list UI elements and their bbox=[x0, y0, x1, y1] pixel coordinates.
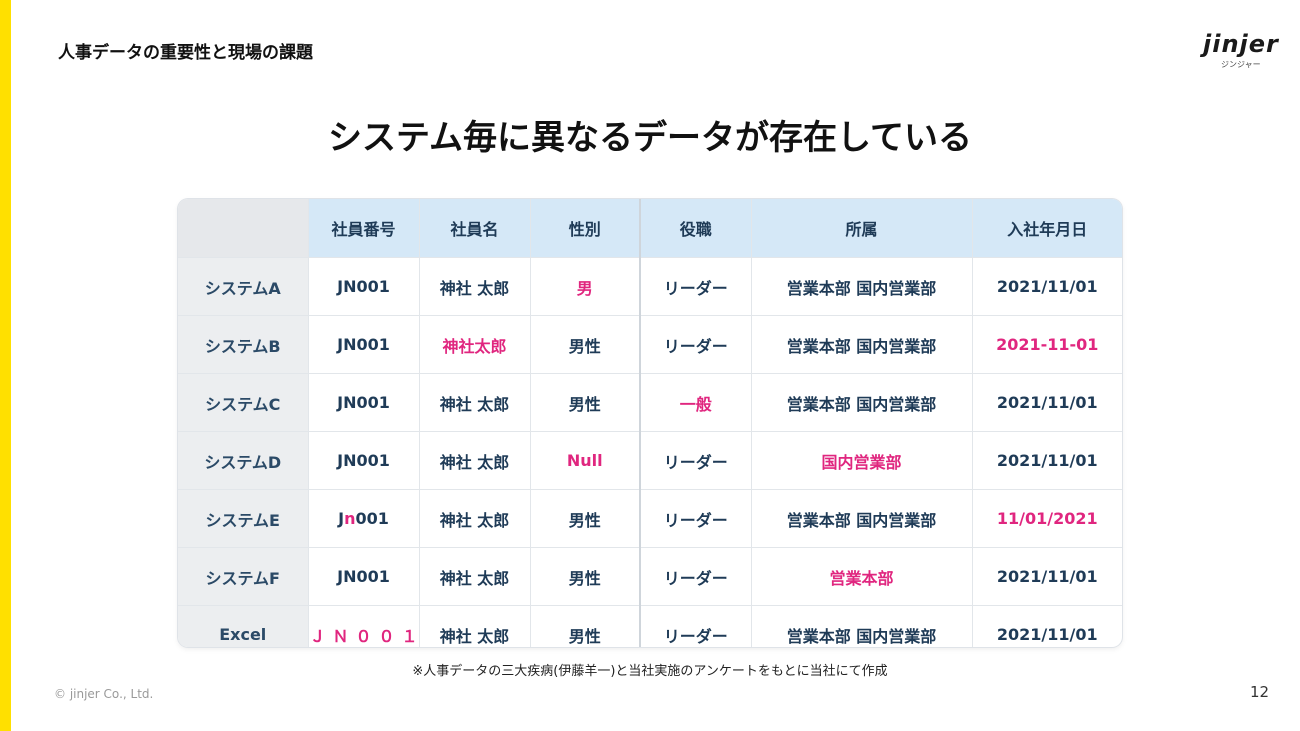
table-cell: Jn001 bbox=[308, 489, 420, 548]
logo-wordmark: jinjer bbox=[1203, 30, 1279, 58]
table-row: Excel ＪＮ００１ 神社 太郎 男性 リーダー 営業本部 国内営業部 2021/11/0… bbox=[178, 605, 1122, 647]
table-cell: リーダー bbox=[640, 605, 752, 647]
copyright: © jinjer Co., Ltd. bbox=[54, 687, 154, 701]
table-cell: 2021/11/01 bbox=[972, 431, 1122, 490]
table-cell: 神社 太郎 bbox=[419, 489, 531, 548]
row-header: Excel bbox=[178, 605, 309, 647]
table-cell: 営業本部 国内営業部 bbox=[751, 489, 973, 548]
comparison-table: 社員番号 社員名 性別 役職 所属 入社年月日 システムA JN001 神社 太郎男… bbox=[178, 199, 1122, 647]
table-cell: 神社 太郎 bbox=[419, 547, 531, 606]
table-cell: 11/01/2021 bbox=[972, 489, 1122, 548]
table-row: システムC JN001 神社 太郎 男性 一般 営業本部 国内営業部 2021/11/01 bbox=[178, 373, 1122, 432]
table-cell: 男性 bbox=[530, 373, 641, 432]
table-cell: リーダー bbox=[640, 431, 752, 490]
column-header: 入社年月日 bbox=[972, 199, 1122, 258]
table-cell: JN001 bbox=[308, 315, 420, 374]
logo-subtext: ジンジャー bbox=[1221, 60, 1261, 69]
table-cell: 2021/11/01 bbox=[972, 257, 1122, 316]
cell-text-part: 001 bbox=[355, 509, 389, 528]
column-header: 社員名 bbox=[419, 199, 531, 258]
table-row: システムE Jn001 神社 太郎 男性 リーダー 営業本部 国内営業部 11/01/202… bbox=[178, 489, 1122, 548]
table-cell: 2021-11-01 bbox=[972, 315, 1122, 374]
table-cell: リーダー bbox=[640, 547, 752, 606]
table-cell: 神社太郎 bbox=[419, 315, 531, 374]
footnote: ※人事データの三大疾病(伊藤羊一)と当社実施のアンケートをもとに当社にて作成 bbox=[412, 664, 888, 679]
table-cell: 男性 bbox=[530, 315, 641, 374]
table-cell: 男性 bbox=[530, 547, 641, 606]
table-cell: 営業本部 国内営業部 bbox=[751, 257, 973, 316]
table-cell: リーダー bbox=[640, 489, 752, 548]
row-header: システムD bbox=[178, 431, 309, 490]
table-header-row: 社員番号 社員名 性別 役職 所属 入社年月日 bbox=[178, 199, 1122, 258]
table-cell: Null bbox=[530, 431, 641, 490]
column-header: 役職 bbox=[640, 199, 752, 258]
column-header: 所属 bbox=[751, 199, 973, 258]
table-cell: 神社 太郎 bbox=[419, 431, 531, 490]
table-cell: JN001 bbox=[308, 547, 420, 606]
table-cell: 2021/11/01 bbox=[972, 547, 1122, 606]
table-row: システムB JN001 神社太郎 男性 リーダー 営業本部 国内営業部 2021-11-01 bbox=[178, 315, 1122, 374]
row-header: システムB bbox=[178, 315, 309, 374]
table-row: システムF JN001 神社 太郎 男性 リーダー 営業本部 2021/11/01 bbox=[178, 547, 1122, 606]
page-title: システム毎に異なるデータが存在している bbox=[328, 118, 972, 158]
table-cell: 2021/11/01 bbox=[996, 625, 1098, 644]
cell-text-part: J bbox=[338, 509, 345, 528]
table-row: システムD JN001 神社 太郎 Null リーダー 国内営業部 2021/11/01 bbox=[178, 431, 1122, 490]
jinjer-logo: jinjer ジンジャー bbox=[1203, 30, 1278, 72]
table-cell: 神社 太郎 bbox=[419, 373, 531, 432]
table-cell: 営業本部 bbox=[751, 547, 973, 606]
row-header: システムA bbox=[178, 257, 309, 316]
table-row: システムA JN001 神社 太郎男リーダー 営業本部 国内営業部 2021/11/01 bbox=[178, 257, 1122, 316]
row-header: システムC bbox=[178, 373, 309, 432]
table-cell: JN001 bbox=[308, 431, 420, 490]
page-number: 12 bbox=[1250, 683, 1270, 701]
table-cell: 男性 bbox=[530, 605, 641, 647]
row-header: システムF bbox=[178, 547, 309, 606]
table-cell: 一般 bbox=[640, 373, 752, 432]
row-header: システムE bbox=[178, 489, 309, 548]
cell-text-part: n bbox=[344, 509, 356, 528]
table-header-corner bbox=[178, 199, 309, 258]
table-cell: リーダー bbox=[640, 257, 752, 316]
table-cell: 営業本部 国内営業部 bbox=[751, 605, 973, 647]
accent-bar bbox=[0, 0, 11, 731]
table-cell: 営業本部 国内営業部 bbox=[751, 373, 973, 432]
table-cell: 神社 太郎 bbox=[419, 605, 531, 647]
table-cell: リーダー bbox=[640, 315, 752, 374]
table-cell: 営業本部 国内営業部 bbox=[751, 315, 973, 374]
section-title: 人事データの重要性と現場の課題 bbox=[58, 43, 313, 63]
column-header: 性別 bbox=[530, 199, 641, 258]
table-cell: 男 bbox=[530, 257, 641, 316]
table-cell: JN001 bbox=[308, 257, 420, 316]
table-cell: 国内営業部 bbox=[751, 431, 973, 490]
table-cell: 男性 bbox=[530, 489, 641, 548]
table-cell: ＪＮ００１ bbox=[308, 605, 420, 647]
table-cell: 神社 太郎 bbox=[419, 257, 531, 316]
table-cell: 2021/11/01 bbox=[972, 373, 1122, 432]
table-cell: JN001 bbox=[308, 373, 420, 432]
column-header: 社員番号 bbox=[308, 199, 420, 258]
